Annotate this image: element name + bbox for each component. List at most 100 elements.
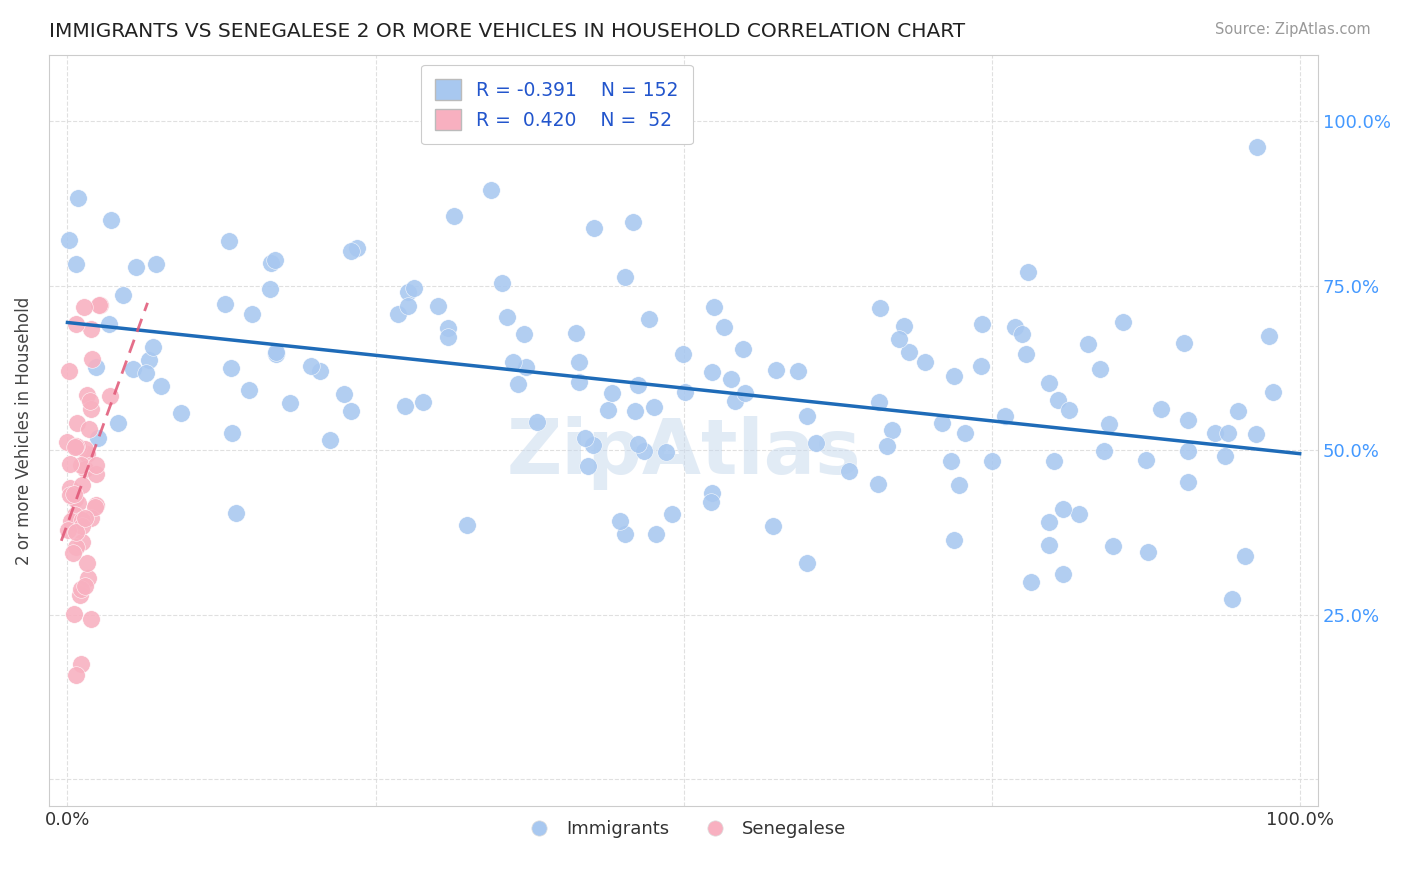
Point: [84, 498, 107, 512]
Point: [62, 546, 84, 560]
Point: [80, 401, 103, 416]
Point: [1038, 376, 1060, 390]
Point: [77, 422, 100, 436]
Point: [491, 276, 513, 290]
Point: [1077, 337, 1099, 351]
Point: [1233, 549, 1256, 563]
Point: [59, 488, 82, 502]
Point: [565, 326, 588, 341]
Point: [970, 317, 993, 331]
Point: [219, 360, 242, 375]
Point: [897, 345, 920, 359]
Point: [479, 183, 502, 197]
Point: [1057, 402, 1080, 417]
Point: [394, 399, 416, 413]
Point: [1112, 315, 1135, 329]
Point: [672, 347, 695, 361]
Point: [1069, 508, 1091, 522]
Point: [969, 359, 991, 374]
Point: [426, 299, 449, 313]
Point: [404, 281, 426, 295]
Point: [713, 319, 735, 334]
Point: [762, 519, 785, 533]
Point: [568, 375, 591, 389]
Point: [76, 388, 98, 402]
Point: [150, 379, 173, 393]
Point: [145, 257, 167, 271]
Point: [496, 310, 519, 324]
Point: [596, 403, 619, 417]
Text: Source: ZipAtlas.com: Source: ZipAtlas.com: [1215, 22, 1371, 37]
Point: [1102, 539, 1125, 553]
Point: [62, 607, 84, 621]
Point: [1052, 501, 1074, 516]
Point: [65, 257, 87, 271]
Point: [67, 440, 90, 454]
Point: [69, 458, 91, 472]
Point: [733, 342, 755, 356]
Point: [502, 355, 524, 369]
Point: [66, 191, 89, 205]
Point: [655, 444, 678, 458]
Point: [574, 431, 596, 445]
Point: [396, 285, 419, 299]
Point: [703, 300, 725, 314]
Point: [59, 457, 82, 471]
Point: [643, 401, 665, 415]
Point: [138, 353, 160, 368]
Point: [1177, 444, 1199, 458]
Point: [644, 527, 666, 541]
Legend: Immigrants, Senegalese: Immigrants, Senegalese: [515, 813, 853, 846]
Point: [65, 525, 87, 540]
Point: [1088, 362, 1111, 376]
Point: [931, 416, 953, 430]
Point: [526, 415, 548, 429]
Point: [508, 377, 530, 392]
Point: [700, 365, 723, 379]
Point: [299, 359, 322, 373]
Point: [238, 383, 260, 397]
Point: [1043, 454, 1066, 468]
Point: [387, 307, 409, 321]
Point: [869, 301, 891, 315]
Point: [125, 260, 148, 275]
Point: [89, 298, 111, 312]
Point: [456, 517, 478, 532]
Point: [76, 447, 98, 461]
Point: [59, 481, 82, 495]
Point: [942, 368, 965, 383]
Point: [346, 241, 368, 255]
Point: [1011, 326, 1033, 341]
Point: [1213, 449, 1236, 463]
Point: [914, 355, 936, 369]
Point: [1092, 443, 1115, 458]
Point: [437, 330, 460, 344]
Point: [260, 255, 283, 269]
Point: [266, 347, 288, 361]
Point: [77, 571, 100, 585]
Point: [65, 317, 87, 331]
Point: [941, 454, 963, 468]
Point: [309, 364, 332, 378]
Point: [1204, 425, 1226, 440]
Point: [614, 269, 637, 284]
Point: [65, 508, 87, 523]
Point: [1098, 417, 1121, 431]
Point: [142, 340, 165, 354]
Point: [443, 209, 465, 223]
Point: [72, 519, 94, 533]
Point: [720, 372, 742, 386]
Point: [1004, 319, 1026, 334]
Point: [765, 363, 787, 377]
Point: [332, 387, 354, 401]
Point: [100, 389, 122, 403]
Point: [1017, 265, 1039, 279]
Point: [887, 332, 910, 346]
Point: [700, 495, 723, 509]
Point: [1220, 592, 1243, 607]
Point: [1173, 335, 1195, 350]
Point: [58, 523, 80, 537]
Point: [259, 282, 281, 296]
Point: [100, 213, 122, 227]
Point: [1021, 575, 1043, 590]
